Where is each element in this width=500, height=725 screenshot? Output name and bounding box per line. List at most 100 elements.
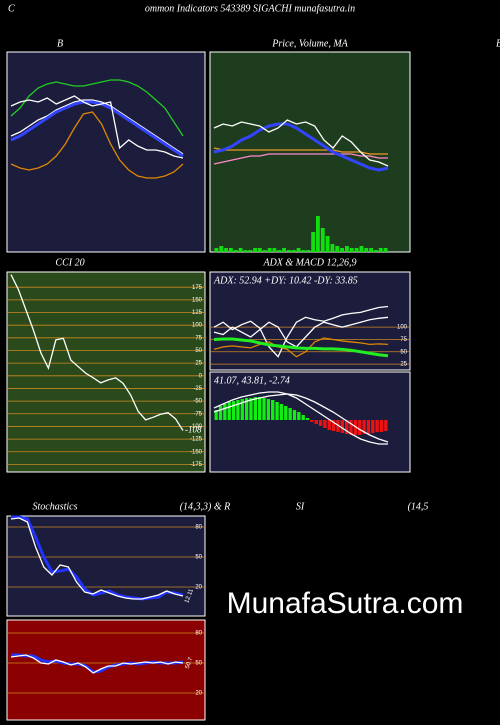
bar — [305, 418, 310, 420]
line-series — [213, 316, 389, 348]
bar — [325, 236, 330, 252]
header-title: ommon Indicators 543389 SIGACHI munafasu… — [145, 3, 355, 14]
y-tick-label: -75 — [193, 411, 202, 417]
bar — [279, 404, 284, 420]
bar — [253, 248, 257, 252]
bar — [231, 401, 236, 420]
bar — [375, 420, 379, 432]
y-tick-label: 20 — [195, 691, 202, 697]
watermark: MunafaSutra.com — [227, 587, 464, 620]
bar — [327, 420, 331, 430]
panel-title: ADX & MACD 12,26,9 — [262, 257, 356, 268]
panel-title: Price, Volume, MA — [271, 38, 348, 49]
y-tick-label: 20 — [195, 585, 202, 591]
bar — [306, 250, 311, 252]
bar — [297, 412, 301, 420]
bar — [311, 232, 315, 252]
bar — [349, 420, 353, 435]
bar — [240, 399, 244, 420]
y-tick-label: 25 — [400, 362, 407, 368]
y-tick-label: 100 — [192, 323, 203, 329]
bar — [244, 398, 249, 420]
bar — [277, 250, 282, 252]
line-series — [10, 95, 184, 159]
line-series — [213, 393, 389, 443]
panel — [6, 271, 206, 473]
line-series — [10, 100, 184, 158]
line-series — [213, 147, 388, 155]
bar — [223, 404, 227, 420]
bar — [219, 246, 224, 252]
bar — [301, 250, 306, 252]
y-tick-label: -150 — [190, 449, 203, 455]
bar — [335, 246, 340, 252]
bar — [331, 420, 336, 431]
bar — [384, 420, 388, 431]
line-series — [213, 337, 389, 358]
panel — [6, 515, 206, 617]
bar — [233, 250, 238, 252]
line-series — [11, 515, 184, 601]
y-tick-label: 150 — [192, 297, 203, 303]
bar — [248, 250, 253, 252]
y-tick-label: -125 — [190, 437, 203, 443]
line-series — [213, 119, 389, 167]
y-tick-label: -100 — [190, 424, 203, 430]
line-series — [213, 305, 389, 358]
bar — [345, 246, 349, 252]
bar — [224, 248, 228, 252]
y-tick-label: 80 — [195, 525, 202, 531]
bar — [282, 248, 286, 252]
line-series — [10, 274, 184, 431]
bar — [383, 248, 388, 252]
bar — [271, 400, 275, 420]
bar — [349, 248, 354, 252]
y-tick-label: -25 — [193, 386, 202, 392]
line-series — [10, 99, 184, 155]
bar — [258, 248, 262, 252]
bar — [316, 216, 320, 252]
y-tick-label: 25 — [195, 361, 202, 367]
y-tick-label: 50 — [195, 555, 202, 561]
bar — [218, 406, 223, 420]
bar — [287, 250, 291, 252]
panel-subtitle: (14,3,3) & R — [180, 501, 231, 512]
bar — [258, 397, 262, 420]
line-series — [10, 654, 184, 674]
bar — [292, 410, 297, 420]
bar — [371, 420, 375, 433]
panel-title: SI — [296, 501, 305, 512]
bar — [340, 420, 344, 433]
bar — [214, 248, 219, 252]
bar — [364, 248, 369, 252]
bar — [243, 250, 248, 252]
panel-subtitle: (14,5 — [408, 501, 429, 512]
y-tick-label: 50 — [400, 349, 407, 355]
line-series — [10, 517, 184, 600]
bar — [378, 248, 383, 252]
header-left: C — [8, 3, 15, 14]
bar — [354, 248, 359, 252]
y-tick-label: 75 — [400, 337, 407, 343]
end-label: 50.7 — [185, 656, 195, 670]
bar — [362, 420, 366, 434]
bar — [253, 397, 257, 420]
y-tick-label: -175 — [190, 462, 203, 468]
panel-label: 41.07, 43.81, -2.74 — [214, 375, 290, 386]
line-series — [213, 391, 388, 445]
bar — [296, 248, 301, 252]
bar — [358, 420, 362, 435]
bar — [314, 420, 318, 424]
y-tick-label: 100 — [397, 325, 408, 331]
y-tick-label: 0 — [199, 373, 203, 379]
bar — [366, 420, 371, 434]
line-series — [10, 79, 184, 137]
panel-title: CCI 20 — [55, 257, 84, 268]
bar — [345, 420, 349, 434]
bar — [236, 400, 240, 420]
bar — [301, 415, 305, 420]
panel — [209, 51, 411, 253]
line-series — [10, 111, 184, 179]
y-tick-label: 50 — [195, 661, 202, 667]
